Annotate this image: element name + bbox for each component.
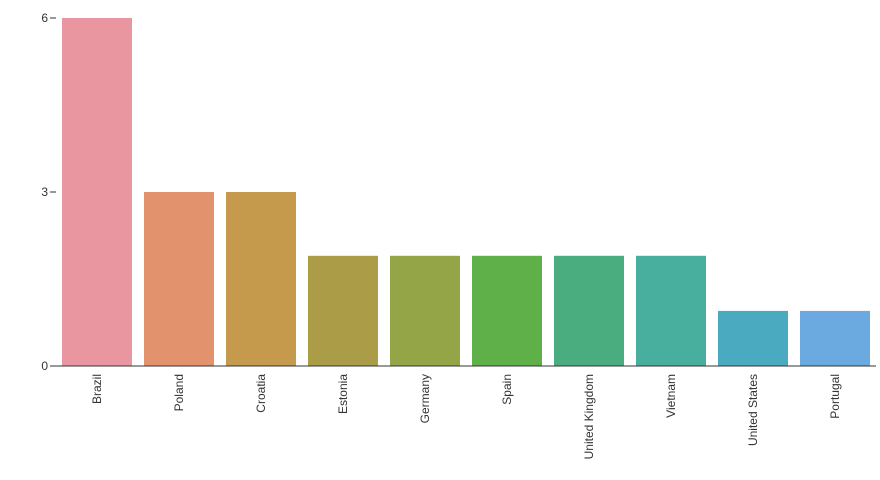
bars xyxy=(62,18,870,366)
x-tick-label: Germany xyxy=(418,374,432,423)
bar-spain xyxy=(472,255,542,366)
bar-vietnam xyxy=(636,255,706,366)
x-tick-label: Spain xyxy=(500,374,514,405)
bar-brazil xyxy=(62,18,132,366)
y-axis: 0 3 6 xyxy=(41,11,56,373)
bar-croatia xyxy=(226,192,296,366)
bar-united-kingdom xyxy=(554,255,624,366)
x-tick-label: Croatia xyxy=(254,374,268,413)
bar-germany xyxy=(390,255,460,366)
bar-portugal xyxy=(800,310,870,366)
bar-united-states xyxy=(718,310,788,366)
x-tick-label: Vietnam xyxy=(664,374,678,418)
x-tick-label: United States xyxy=(746,374,760,446)
x-axis-labels: Brazil Poland Croatia Estonia Germany Spain Un… xyxy=(90,374,842,460)
x-tick-label: Brazil xyxy=(90,374,104,404)
bar-estonia xyxy=(308,255,378,366)
x-tick-label: United Kingdom xyxy=(582,374,596,459)
y-tick-label: 3 xyxy=(41,185,48,199)
x-tick-label: Estonia xyxy=(336,374,350,414)
bar-poland xyxy=(144,192,214,366)
y-tick-label: 0 xyxy=(41,359,48,373)
y-tick-label: 6 xyxy=(41,11,48,25)
x-tick-label: Portugal xyxy=(828,374,842,419)
x-tick-label: Poland xyxy=(172,374,186,411)
